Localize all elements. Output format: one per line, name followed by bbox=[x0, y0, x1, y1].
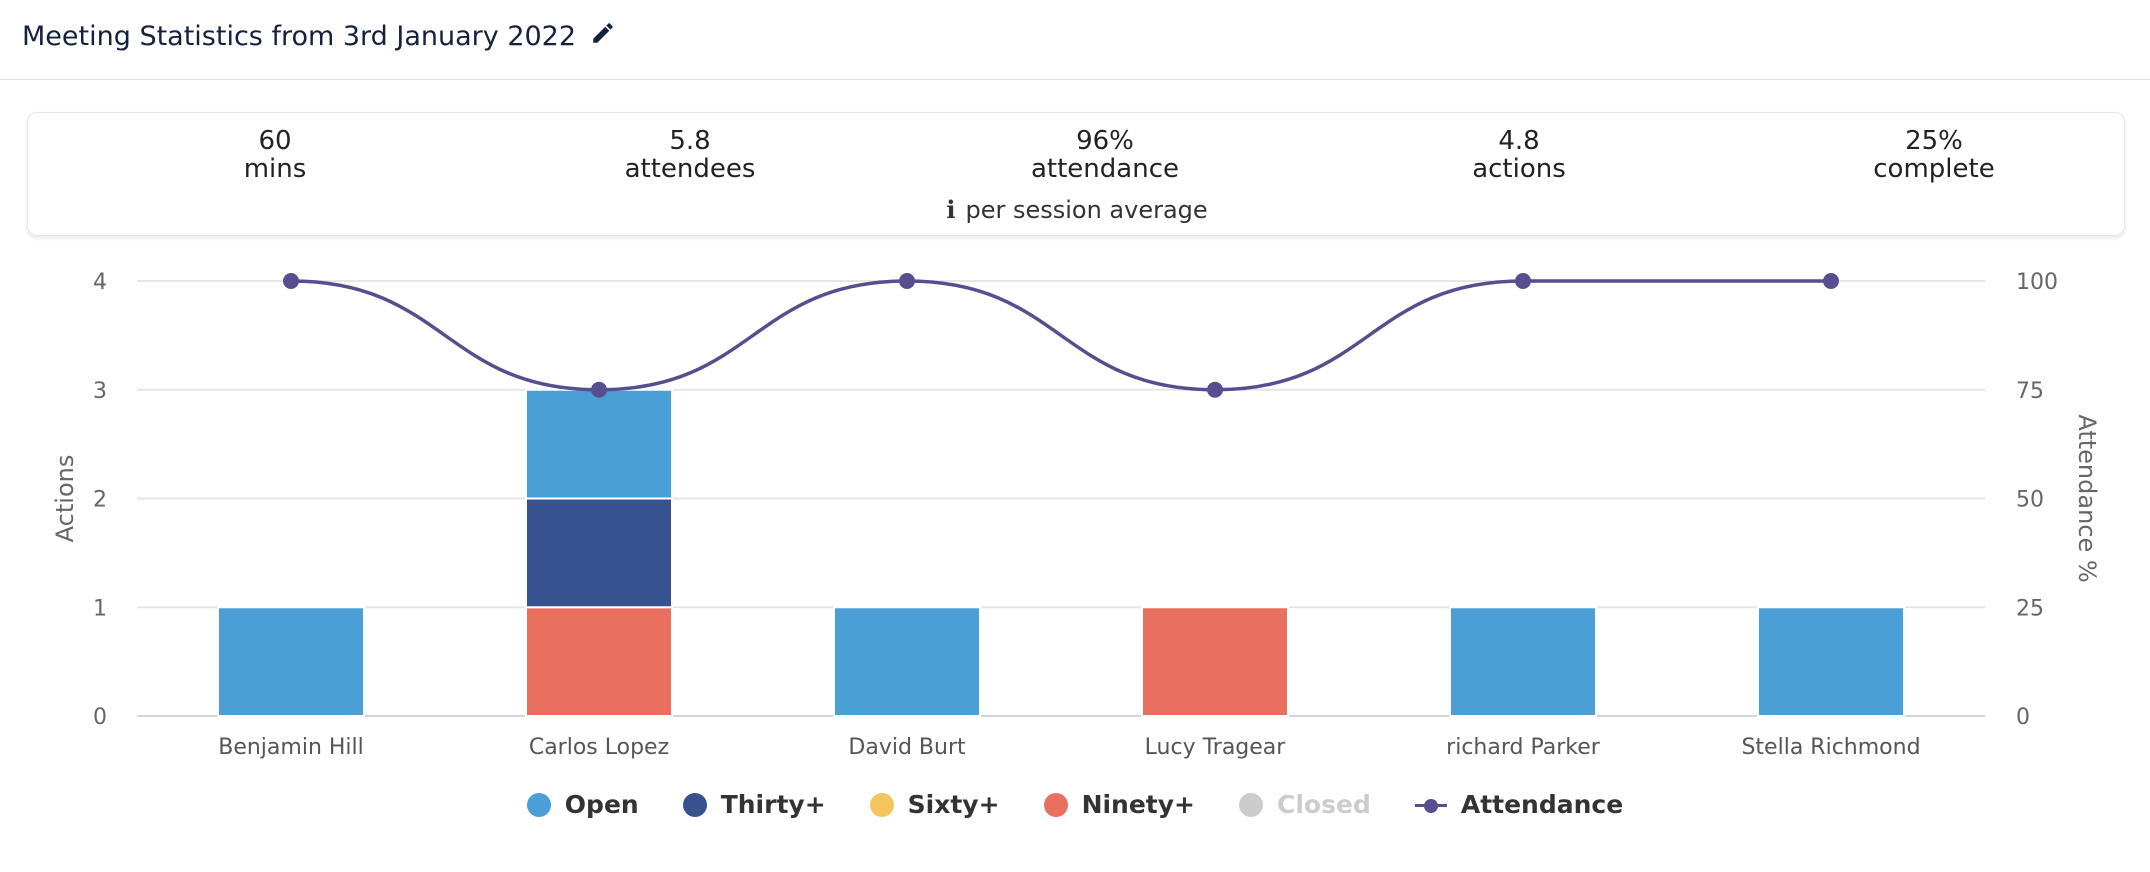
legend-swatch bbox=[1043, 792, 1068, 817]
legend-swatch bbox=[869, 792, 894, 817]
attendance-point bbox=[1207, 381, 1223, 398]
stats-panel: 60 mins 5.8 attendees 96% attendance 4.8… bbox=[27, 112, 2125, 236]
y2-tick-label: 75 bbox=[2016, 379, 2044, 404]
x-tick-label: richard Parker bbox=[1446, 735, 1601, 760]
bar-ninety-plus bbox=[1141, 606, 1289, 717]
legend-thirty[interactable]: Thirty+ bbox=[682, 790, 826, 819]
legend-label: Ninety+ bbox=[1081, 790, 1196, 819]
info-icon: i bbox=[946, 195, 956, 224]
stat-mins: 60 mins bbox=[145, 127, 405, 183]
legend-swatch bbox=[1239, 792, 1264, 817]
y-axis-title: Actions bbox=[51, 455, 79, 543]
stat-label: attendees bbox=[624, 154, 756, 184]
x-tick-label: Stella Richmond bbox=[1741, 735, 1920, 760]
y-tick-label: 2 bbox=[93, 488, 107, 513]
y-tick-label: 0 bbox=[93, 705, 107, 730]
attendance-point bbox=[899, 273, 915, 289]
y-tick-label: 1 bbox=[93, 596, 107, 621]
stats-note: i per session average bbox=[28, 195, 2126, 224]
attendance-line bbox=[290, 279, 1831, 392]
stat-complete: 25% complete bbox=[1804, 127, 2064, 183]
bar-open bbox=[525, 388, 673, 500]
x-tick-label: Carlos Lopez bbox=[529, 735, 669, 760]
x-tick-label: David Burt bbox=[848, 735, 966, 760]
attendance-point bbox=[591, 381, 607, 398]
legend-attendance[interactable]: Attendance bbox=[1414, 790, 1624, 819]
stat-label: complete bbox=[1873, 154, 1995, 184]
legend-ninety[interactable]: Ninety+ bbox=[1043, 790, 1196, 819]
legend-label: Closed bbox=[1277, 790, 1371, 819]
y2-tick-label: 0 bbox=[2016, 705, 2030, 730]
pencil-icon[interactable] bbox=[590, 20, 616, 53]
y2-tick-label: 100 bbox=[2016, 270, 2058, 295]
title-text: Meeting Statistics from 3rd January 2022 bbox=[22, 21, 577, 52]
legend-swatch bbox=[682, 792, 707, 817]
legend-label: Attendance bbox=[1460, 790, 1624, 819]
actions-attendance-chart: 0 1 2 3 4 0 25 50 75 100 Actions Attendance % Benjam… bbox=[51, 270, 2101, 760]
chart-legend: Open Thirty+ Sixty+ Ninety+ Closed Atten… bbox=[0, 790, 2150, 819]
attendance-point bbox=[1823, 273, 1839, 289]
attendance-point bbox=[1515, 273, 1531, 289]
stat-value: 25% bbox=[1905, 126, 1963, 156]
page-title: Meeting Statistics from 3rd January 2022 bbox=[22, 20, 616, 53]
legend-sixty[interactable]: Sixty+ bbox=[869, 790, 1000, 819]
y-tick-label: 4 bbox=[93, 270, 107, 295]
legend-line-swatch bbox=[1414, 793, 1447, 817]
stat-value: 5.8 bbox=[669, 126, 711, 156]
bar-open bbox=[217, 606, 365, 717]
bar-ninety-plus bbox=[525, 606, 673, 717]
stat-label: actions bbox=[1472, 154, 1566, 184]
stat-label: attendance bbox=[1030, 154, 1179, 184]
bar-open bbox=[1757, 606, 1905, 717]
y2-tick-label: 25 bbox=[2016, 596, 2044, 621]
page-header: Meeting Statistics from 3rd January 2022 bbox=[0, 0, 2150, 80]
bar-thirty-plus bbox=[525, 497, 673, 609]
stat-attendees: 5.8 attendees bbox=[560, 127, 820, 183]
legend-label: Thirty+ bbox=[720, 790, 826, 819]
y-tick-label: 3 bbox=[93, 379, 107, 404]
legend-swatch bbox=[526, 792, 551, 817]
legend-label: Open bbox=[564, 790, 639, 819]
legend-label: Sixty+ bbox=[907, 790, 1000, 819]
stat-attendance: 96% attendance bbox=[975, 127, 1235, 183]
x-tick-label: Benjamin Hill bbox=[218, 735, 364, 760]
stat-value: 96% bbox=[1076, 126, 1134, 156]
stats-note-text: per session average bbox=[965, 196, 1208, 224]
attendance-point bbox=[283, 273, 299, 289]
stat-label: mins bbox=[243, 154, 307, 184]
stat-actions: 4.8 actions bbox=[1389, 127, 1649, 183]
legend-open[interactable]: Open bbox=[526, 790, 639, 819]
y2-tick-label: 50 bbox=[2016, 488, 2044, 513]
bar-open bbox=[833, 606, 981, 717]
legend-closed[interactable]: Closed bbox=[1239, 790, 1371, 819]
y2-axis-title: Attendance % bbox=[2073, 414, 2101, 582]
bar-open bbox=[1449, 606, 1597, 717]
stat-value: 60 bbox=[258, 126, 292, 156]
stat-value: 4.8 bbox=[1498, 126, 1540, 156]
x-tick-label: Lucy Tragear bbox=[1145, 735, 1287, 760]
